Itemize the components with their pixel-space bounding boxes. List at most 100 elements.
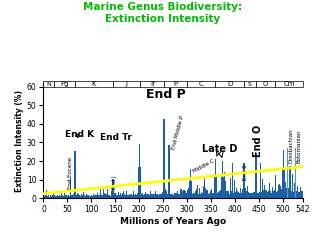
Bar — [237, 185, 238, 198]
Bar — [214, 176, 215, 198]
Bar — [260, 163, 261, 198]
Bar — [164, 119, 165, 198]
Bar — [62, 195, 63, 198]
Bar — [278, 185, 279, 198]
Bar — [190, 174, 191, 198]
Bar — [249, 193, 250, 198]
Bar — [111, 184, 112, 198]
Bar — [180, 188, 181, 198]
Bar — [140, 81, 164, 87]
Bar — [210, 191, 211, 198]
Bar — [233, 193, 234, 198]
Bar — [277, 191, 278, 198]
Bar — [140, 167, 141, 198]
Bar — [245, 188, 246, 198]
Bar — [180, 191, 181, 198]
Bar — [63, 196, 64, 198]
Bar — [171, 194, 172, 198]
Bar — [271, 193, 272, 198]
Bar — [157, 194, 158, 198]
Bar — [234, 180, 235, 198]
Bar — [61, 192, 62, 198]
Bar — [188, 188, 189, 198]
Bar — [193, 193, 194, 198]
Bar — [174, 193, 175, 198]
Bar — [48, 194, 49, 198]
Bar — [149, 187, 150, 198]
Bar — [93, 195, 94, 198]
Bar — [177, 191, 178, 198]
Bar — [150, 191, 151, 198]
X-axis label: Millions of Years Ago: Millions of Years Ago — [120, 217, 226, 226]
Bar — [200, 194, 201, 198]
Bar — [212, 194, 213, 198]
Bar — [215, 159, 216, 198]
Bar — [66, 195, 67, 198]
Text: C: C — [199, 81, 203, 87]
Bar — [297, 186, 298, 198]
Text: End S: End S — [243, 164, 248, 180]
Bar — [175, 193, 176, 198]
Bar — [222, 161, 223, 198]
Bar — [74, 151, 75, 198]
Bar — [164, 81, 187, 87]
Bar — [70, 178, 71, 198]
Bar — [223, 177, 224, 198]
Bar — [206, 190, 207, 198]
Bar — [84, 195, 85, 198]
Bar — [191, 193, 192, 198]
Bar — [224, 172, 225, 198]
Bar — [282, 170, 283, 198]
Bar — [71, 193, 72, 198]
Bar — [167, 194, 168, 198]
Bar — [284, 170, 285, 198]
Bar — [182, 191, 183, 198]
Bar — [147, 194, 148, 198]
Text: Tr: Tr — [149, 81, 155, 87]
Bar — [135, 194, 136, 198]
Bar — [113, 81, 140, 87]
Bar — [197, 185, 198, 198]
Bar — [98, 194, 99, 198]
Bar — [241, 193, 242, 198]
Bar — [187, 190, 188, 198]
Bar — [131, 194, 132, 198]
Bar — [288, 188, 289, 198]
Bar — [227, 191, 228, 198]
Bar — [95, 195, 96, 198]
Bar — [133, 191, 134, 198]
Bar — [286, 188, 287, 198]
Bar — [99, 195, 100, 198]
Bar — [136, 194, 137, 198]
Bar — [114, 193, 115, 198]
Bar — [179, 194, 180, 198]
Bar — [226, 184, 227, 198]
Bar — [118, 192, 119, 198]
Bar — [220, 190, 221, 198]
Bar — [47, 196, 48, 198]
Bar — [102, 195, 103, 198]
Text: Middle C: Middle C — [192, 159, 215, 174]
Bar — [256, 153, 257, 198]
Bar — [184, 190, 185, 198]
Bar — [154, 194, 155, 198]
Bar — [295, 191, 296, 198]
Bar — [205, 187, 206, 198]
Bar — [302, 191, 303, 198]
Bar — [75, 151, 76, 198]
Bar — [248, 192, 249, 198]
Text: Dresbachian: Dresbachian — [289, 128, 294, 163]
Bar — [132, 195, 133, 198]
Bar — [69, 196, 70, 198]
Bar — [104, 193, 105, 198]
Bar — [50, 194, 51, 198]
Bar — [283, 150, 284, 198]
Bar — [242, 189, 243, 198]
Bar — [240, 187, 241, 198]
Bar — [103, 189, 104, 198]
Bar — [214, 194, 215, 198]
Bar — [215, 81, 244, 87]
Bar — [128, 194, 129, 198]
Bar — [187, 81, 215, 87]
Bar — [172, 194, 173, 198]
